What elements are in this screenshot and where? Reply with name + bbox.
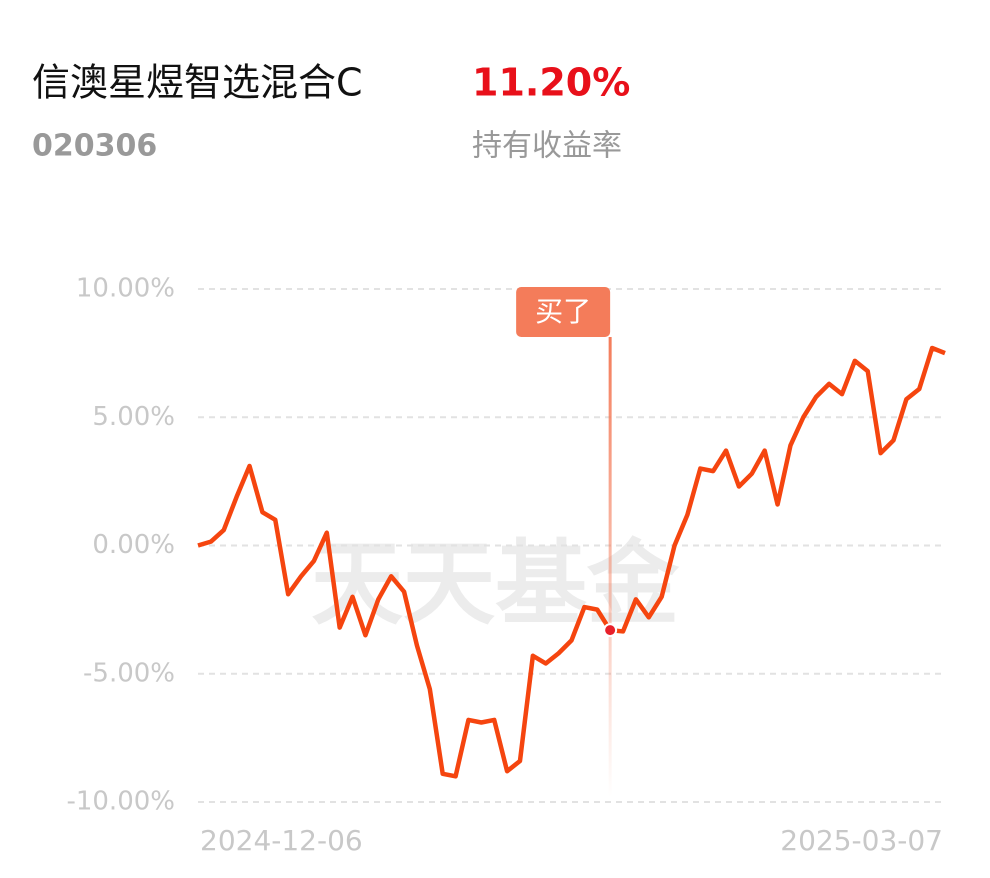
- marker-tag-text: 买了: [535, 295, 591, 328]
- fund-code: 020306: [32, 129, 157, 164]
- fund-name: 信澳星煜智选混合C: [32, 61, 363, 105]
- y-tick-label: 0.00%: [92, 530, 175, 560]
- return-value: 11.20%: [472, 61, 630, 105]
- marker-line: [608, 337, 612, 797]
- marker-tag: [516, 287, 611, 337]
- y-tick-label: 10.00%: [76, 274, 175, 304]
- y-tick-label: 5.00%: [92, 402, 175, 432]
- return-label: 持有收益率: [472, 129, 622, 164]
- x-tick-label: 2025-03-07: [780, 824, 943, 857]
- x-tick-label: 2024-12-06: [200, 824, 363, 857]
- line: [197, 345, 946, 779]
- y-tick-label: -5.00%: [83, 658, 175, 688]
- y-tick-label: -10.00%: [66, 787, 175, 817]
- marker-point: [603, 623, 618, 638]
